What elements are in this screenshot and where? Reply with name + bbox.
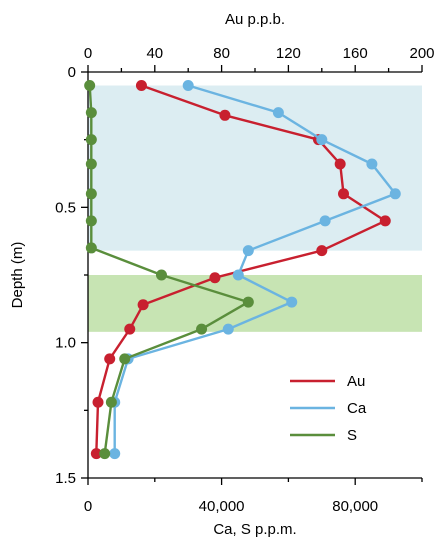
top-tick-label: 160 <box>343 45 368 62</box>
data-point-s <box>85 158 97 170</box>
data-point-s <box>85 134 97 146</box>
legend-entry-s: S <box>290 427 357 444</box>
bottom-tick-label: 0 <box>84 498 92 515</box>
series-s <box>84 80 254 460</box>
top-tick-label: 200 <box>409 45 434 62</box>
bottom-tick-label: 80,000 <box>332 498 378 515</box>
data-point-ca <box>272 107 284 119</box>
top-tick-label: 0 <box>84 45 92 62</box>
data-point-ca <box>286 296 298 308</box>
y-tick-label: 0.5 <box>55 199 76 216</box>
data-point-au <box>135 80 147 92</box>
y-tick-label: 0 <box>68 64 76 81</box>
data-point-au <box>90 448 102 460</box>
legend-label: Ca <box>347 400 367 417</box>
bottom-tick-label: 40,000 <box>199 498 245 515</box>
data-point-s <box>85 215 97 227</box>
data-series <box>84 80 401 460</box>
data-point-ca <box>242 245 254 257</box>
band-0 <box>88 85 422 251</box>
legend-label: Au <box>347 373 365 390</box>
y-tick-label: 1.0 <box>55 335 76 352</box>
data-point-ca <box>109 448 121 460</box>
data-point-s <box>84 80 96 92</box>
data-point-au <box>92 396 104 408</box>
data-point-s <box>85 188 97 200</box>
data-point-ca <box>389 188 401 200</box>
top-tick-label: 80 <box>213 45 230 62</box>
data-point-au <box>104 353 116 365</box>
data-point-s <box>105 396 117 408</box>
data-point-au <box>209 272 221 284</box>
background-bands <box>88 85 422 332</box>
legend-entry-ca: Ca <box>290 400 367 417</box>
data-point-s <box>242 296 254 308</box>
data-point-s <box>85 107 97 119</box>
data-point-au <box>124 323 136 335</box>
data-point-ca <box>319 215 331 227</box>
legend: Au Ca S <box>290 373 367 444</box>
data-point-s <box>196 323 208 335</box>
data-point-ca <box>366 158 378 170</box>
data-point-au <box>334 158 346 170</box>
data-point-au <box>338 188 350 200</box>
data-point-au <box>137 299 149 311</box>
axes: 0 40 80 120 160 200 0 40,000 80,000 0 0.5 1.0 1.5 <box>55 45 434 515</box>
data-point-au <box>219 109 231 121</box>
y-tick-label: 1.5 <box>55 470 76 487</box>
bottom-axis-title: Ca, S p.p.m. <box>213 521 296 538</box>
top-axis-title: Au p.p.b. <box>225 11 285 28</box>
data-point-ca <box>222 323 234 335</box>
data-point-ca <box>182 80 194 92</box>
data-point-s <box>99 448 111 460</box>
top-tick-label: 120 <box>276 45 301 62</box>
data-point-ca <box>316 134 328 146</box>
data-point-s <box>155 269 167 281</box>
top-tick-label: 40 <box>146 45 163 62</box>
data-point-s <box>85 242 97 254</box>
data-point-au <box>316 245 328 257</box>
data-point-au <box>379 215 391 227</box>
data-point-ca <box>232 269 244 281</box>
y-axis-title: Depth (m) <box>9 242 26 309</box>
legend-entry-au: Au <box>290 373 365 390</box>
legend-label: S <box>347 427 357 444</box>
data-point-s <box>119 353 131 365</box>
